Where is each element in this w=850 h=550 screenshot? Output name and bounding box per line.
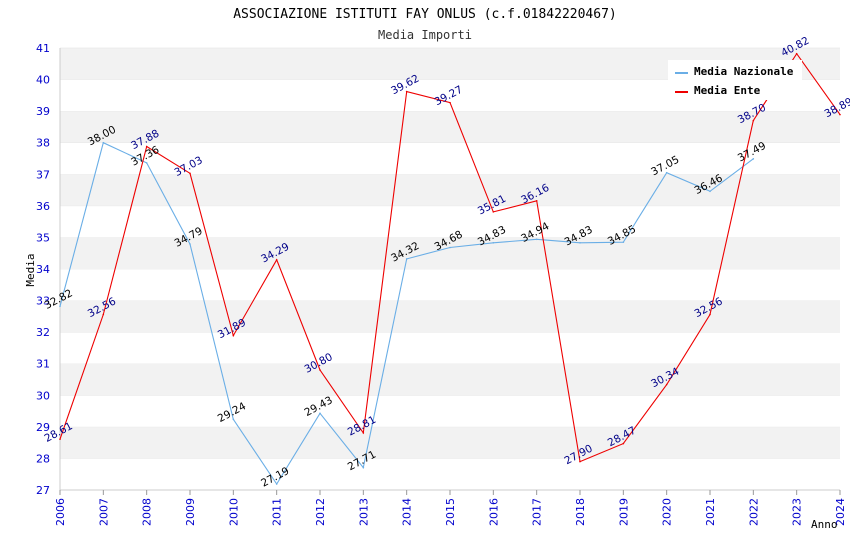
data-point-media-ente (622, 442, 625, 445)
data-point-media-nazionale (752, 158, 755, 160)
data-point-media-ente (145, 145, 148, 148)
data-point-media-ente (189, 172, 191, 175)
y-tick-label: 29 (36, 421, 50, 434)
data-point-media-nazionale (405, 258, 408, 260)
grid-band (60, 111, 840, 143)
data-point-media-nazionale (362, 466, 365, 469)
legend: Media Nazionale Media Ente (668, 60, 802, 100)
x-tick-label: 2019 (617, 498, 630, 526)
x-tick-label: 2014 (401, 498, 414, 526)
grid-band (60, 363, 840, 396)
grid-band (60, 269, 840, 301)
chart-title: ASSOCIAZIONE ISTITUTI FAY ONLUS (c.f.018… (233, 7, 617, 22)
data-point-media-ente (319, 369, 321, 371)
data-point-media-nazionale (59, 305, 61, 308)
data-point-media-ente (275, 259, 278, 261)
grid-band (60, 237, 840, 269)
x-tick-label: 2021 (704, 498, 717, 526)
data-point-media-nazionale (275, 483, 278, 485)
y-tick-label: 30 (36, 389, 50, 402)
y-tick-label: 38 (36, 137, 50, 150)
legend-box (668, 60, 802, 100)
x-tick-label: 2017 (531, 498, 544, 526)
y-tick-label: 27 (36, 484, 50, 497)
data-point-media-nazionale (145, 162, 148, 164)
data-point-media-nazionale (665, 171, 668, 174)
legend-label-media-nazionale: Media Nazionale (694, 65, 794, 78)
legend-item-media-ente: Media Ente (675, 84, 761, 97)
y-tick-label: 33 (36, 295, 50, 308)
grid-band (60, 142, 840, 175)
x-tick-label: 2020 (661, 498, 674, 526)
y-tick-label: 35 (36, 231, 50, 244)
data-point-media-nazionale (622, 241, 625, 243)
x-tick-label: 2022 (747, 498, 760, 526)
grid-band (60, 426, 840, 459)
x-tick-label: 2013 (357, 498, 370, 526)
x-axis-label: Anno (811, 518, 838, 531)
data-point-media-ente (492, 211, 495, 213)
x-tick-label: 2024 (834, 498, 847, 526)
grid-band (60, 300, 840, 333)
data-point-media-ente (102, 313, 105, 316)
y-tick-labels: 27 28 29 30 31 32 33 34 35 36 37 38 39 40 41 (36, 42, 50, 497)
x-tick-label: 2006 (54, 498, 67, 526)
chart-subtitle: Media Importi (378, 28, 472, 42)
x-tick-label: 2023 (791, 498, 804, 526)
x-tick-labels: 2006 2007 2008 2009 2010 2011 2012 2013 2014 2015… (54, 490, 847, 526)
x-tick-label: 2010 (227, 498, 240, 526)
y-axis-label: Media (24, 253, 37, 286)
series-lines (59, 52, 841, 486)
data-point-media-ente (232, 334, 235, 337)
grid-band (60, 205, 840, 238)
grid-bands (60, 47, 840, 490)
data-point-media-ente (795, 52, 798, 55)
data-point-media-nazionale (709, 190, 711, 193)
data-point-media-nazionale (319, 412, 321, 415)
data-point-media-ente (59, 438, 61, 440)
x-tick-label: 2015 (444, 498, 457, 526)
data-point-media-ente (405, 90, 408, 93)
data-point-media-ente (535, 200, 538, 202)
x-tick-label: 2012 (314, 498, 327, 526)
x-tick-label: 2009 (184, 498, 197, 526)
data-point-media-nazionale (232, 418, 235, 421)
y-tick-label: 36 (36, 200, 50, 213)
legend-label-media-ente: Media Ente (694, 84, 761, 97)
data-point-media-nazionale (449, 246, 451, 249)
x-tick-label: 2011 (271, 498, 284, 526)
x-tick-label: 2016 (487, 498, 500, 526)
y-tick-label: 31 (36, 358, 50, 371)
data-point-media-ente (665, 383, 668, 386)
x-tick-label: 2018 (574, 498, 587, 526)
y-tick-label: 37 (36, 168, 50, 181)
y-tick-label: 28 (36, 452, 50, 465)
data-point-media-nazionale (102, 141, 105, 144)
data-point-media-ente (449, 101, 451, 104)
data-point-media-nazionale (492, 241, 495, 244)
y-tick-label: 39 (36, 105, 50, 118)
data-point-media-nazionale (579, 241, 581, 244)
grid-band (60, 332, 840, 364)
y-tick-label: 34 (36, 263, 50, 276)
y-tick-label: 40 (36, 74, 50, 87)
grid-band (60, 174, 840, 206)
y-tick-label: 41 (36, 42, 50, 55)
grid-band (60, 458, 840, 490)
x-tick-label: 2007 (97, 498, 110, 526)
y-tick-label: 32 (36, 326, 50, 339)
data-point-media-ente (839, 113, 841, 116)
grid-band (60, 395, 840, 427)
data-point-media-nazionale (189, 243, 191, 245)
data-point-media-nazionale (535, 238, 538, 241)
x-tick-label: 2008 (141, 498, 154, 526)
data-point-media-ente (579, 460, 581, 463)
data-point-media-ente (709, 313, 711, 316)
data-point-media-ente (362, 432, 365, 434)
legend-item-media-nazionale: Media Nazionale (675, 65, 794, 78)
data-point-media-ente (752, 119, 755, 122)
